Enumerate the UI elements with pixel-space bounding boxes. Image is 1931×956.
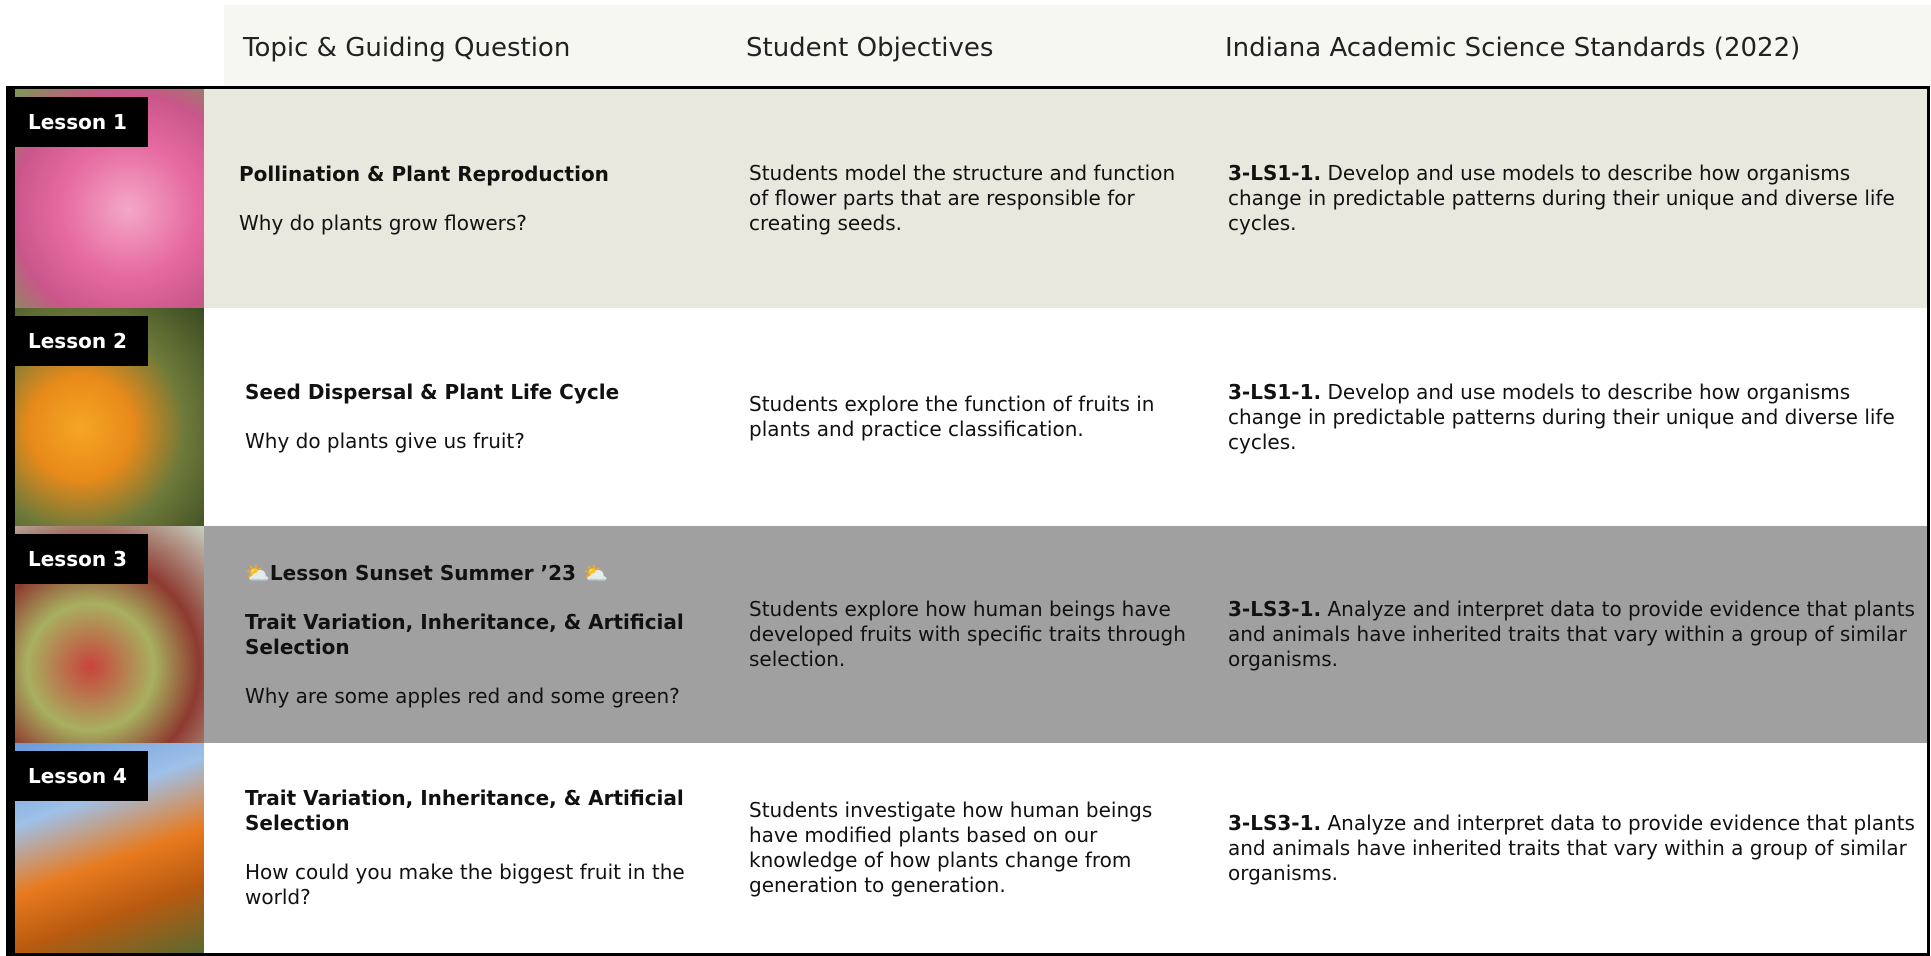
image-cell: Lesson 1 [9,89,204,308]
guiding-question: Why are some apples red and some green? [245,683,680,708]
guiding-question: How could you make the biggest fruit in … [245,860,685,909]
standard-description: Develop and use models to describe how o… [1228,161,1895,235]
topic-title: Trait Variation, Inheritance, & Artifici… [245,786,684,835]
image-cell: Lesson 3 [9,526,204,743]
lesson-row: Lesson 3 ⛅Lesson Sunset Summer ’23 ⛅ Trait… [9,526,1927,743]
standard-code: 3-LS1-1. [1228,379,1322,404]
image-cell: Lesson 2 [9,308,204,526]
lesson-row: Lesson 2 Seed Dispersal & Plant Life Cycl… [9,308,1927,526]
objective-cell: Students model the structure and functio… [749,89,1199,308]
topic-cell: ⛅Lesson Sunset Summer ’23 ⛅ Trait Variati… [245,526,725,743]
column-header: Student Objectives [746,33,994,63]
guiding-question: Why do plants give us fruit? [245,429,525,453]
standard-cell: 3-LS3-1. Analyze and interpret data to p… [1228,526,1918,743]
objective-cell: Students investigate how human beings ha… [749,743,1199,953]
standard-text: 3-LS3-1. Analyze and interpret data to p… [1228,597,1918,672]
objective-text: Students investigate how human beings ha… [749,798,1153,897]
lesson-banner: ⛅Lesson Sunset Summer ’23 ⛅ [245,560,608,585]
guiding-question: Why do plants grow flowers? [239,210,527,235]
image-cell: Lesson 4 [9,743,204,953]
lesson-row: Lesson 4 Trait Variation, Inheritance, & … [9,743,1927,953]
standard-code: 3-LS3-1. [1228,810,1322,835]
objective-text: Students explore the function of fruits … [749,392,1155,441]
topic-title: Trait Variation, Inheritance, & Artifici… [245,609,684,659]
standard-code: 3-LS1-1. [1228,161,1322,185]
standard-code: 3-LS3-1. [1228,597,1322,621]
column-header: Indiana Academic Science Standards (2022… [1225,33,1801,63]
lesson-row: Lesson 1 Pollination & Plant Reproduction… [9,89,1927,308]
objective-cell: Students explore how human beings have d… [749,526,1199,743]
lesson-table: Lesson 1 Pollination & Plant Reproduction… [6,86,1930,956]
lesson-label: Lesson 3 [12,534,148,584]
header-bar: Topic & Guiding Question Student Objecti… [224,5,1931,86]
lesson-label: Lesson 4 [12,751,148,801]
topic-cell: Seed Dispersal & Plant Life Cycle Why do … [245,308,725,526]
topic-title: Seed Dispersal & Plant Life Cycle [245,380,620,404]
standard-cell: 3-LS3-1. Analyze and interpret data to p… [1228,743,1918,953]
standard-cell: 3-LS1-1. Develop and use models to descr… [1228,89,1918,308]
standard-cell: 3-LS1-1. Develop and use models to descr… [1228,308,1918,526]
standard-text: 3-LS1-1. Develop and use models to descr… [1228,380,1918,455]
objective-text: Students model the structure and functio… [749,161,1176,235]
standard-description: Analyze and interpret data to provide ev… [1228,810,1915,885]
objective-cell: Students explore the function of fruits … [749,308,1199,526]
standard-description: Analyze and interpret data to provide ev… [1228,597,1915,671]
standard-text: 3-LS3-1. Analyze and interpret data to p… [1228,811,1918,886]
standard-description: Develop and use models to describe how o… [1228,379,1895,454]
objective-text: Students explore how human beings have d… [749,597,1186,671]
topic-cell: Pollination & Plant Reproduction Why do p… [239,89,719,308]
column-header: Topic & Guiding Question [243,33,571,63]
topic-cell: Trait Variation, Inheritance, & Artifici… [245,743,725,953]
lesson-label: Lesson 1 [12,97,148,147]
lesson-label: Lesson 2 [12,316,148,366]
standard-text: 3-LS1-1. Develop and use models to descr… [1228,161,1918,236]
topic-title: Pollination & Plant Reproduction [239,161,609,186]
